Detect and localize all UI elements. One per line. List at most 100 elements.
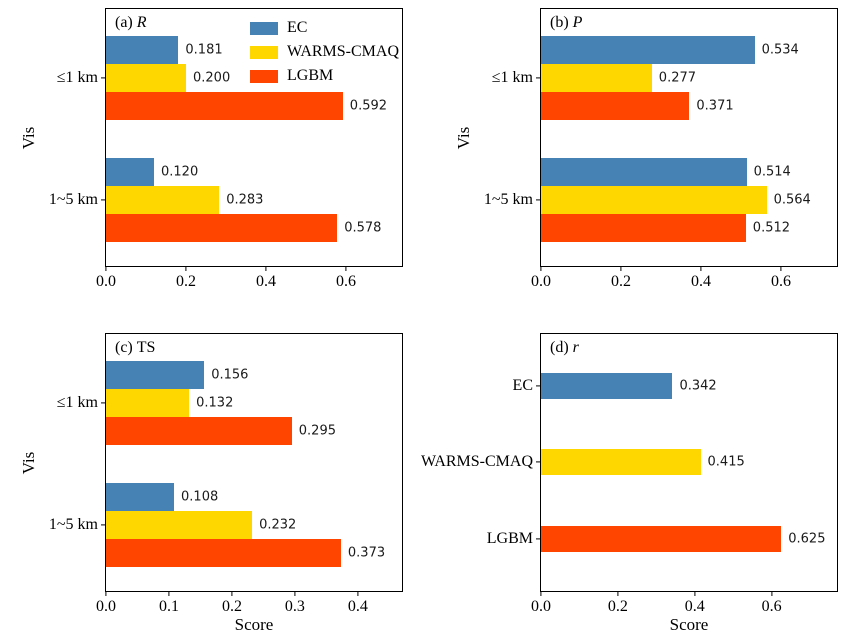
bar-value-label: 0.592	[349, 98, 388, 114]
panel-d-r-coefficient: (d) r 0.342 EC 0.415 WARMS-CMAQ 0.625 LGBM 0.0 0…	[421, 333, 838, 634]
y-axis-tick-label: EC	[512, 377, 533, 394]
x-axis-tick	[185, 266, 187, 271]
bar-value-label: 0.277	[658, 70, 697, 86]
x-axis-tick-label: 0.1	[158, 598, 179, 615]
legend-item-ec: EC	[250, 19, 399, 37]
bar-value-label: 0.373	[347, 545, 386, 561]
bar-lgbm	[541, 92, 690, 120]
x-axis-tick-label: 0.6	[335, 273, 356, 290]
bar-ec	[541, 36, 755, 64]
x-axis-tick	[105, 591, 107, 596]
y-axis-tick-label: ≤1 km	[56, 394, 98, 411]
panel-title-prefix: (c)	[115, 339, 137, 356]
bar-value-label: 0.625	[788, 531, 826, 547]
x-axis-tick-label: 0.2	[221, 598, 242, 615]
y-axis-tick	[536, 385, 541, 387]
bar-warms-cmaq	[541, 449, 701, 475]
plot-box: (d) r 0.342 EC 0.415 WARMS-CMAQ 0.625 LGBM 0.0 0…	[421, 333, 838, 634]
bar-value-label: 0.108	[181, 489, 219, 505]
panel-b-p: (b) P 0.534 0.277 0.371 ≤1 km 0.514 0.564 0.512…	[454, 8, 838, 290]
x-axis-tick-label: 0.4	[691, 273, 711, 290]
legend-label: WARMS-CMAQ	[287, 43, 400, 60]
y-axis-tick	[101, 77, 106, 79]
plot-box: (b) P 0.534 0.277 0.371 ≤1 km 0.514 0.564 0.512…	[454, 8, 838, 290]
x-axis-tick-label: 0.0	[531, 598, 551, 615]
bar-warms-cmaq	[541, 186, 767, 214]
bar-lgbm	[106, 92, 343, 120]
panel-a-r: (a) R 0.181 0.200 0.592 ≤1 km 0.120 0.283 0.578…	[19, 8, 403, 290]
y-axis-label: Vis	[19, 126, 38, 149]
panel-title-metric: r	[572, 339, 579, 356]
y-axis-tick-label: 1~5 km	[48, 516, 98, 533]
x-axis-tick	[345, 266, 347, 271]
y-axis-tick-label: ≤1 km	[56, 69, 98, 86]
legend-swatch-ec	[250, 21, 278, 35]
bar-value-label: 0.283	[226, 192, 264, 208]
x-axis-tick	[780, 266, 782, 271]
x-axis-tick	[231, 591, 233, 596]
panel-title-metric: R	[136, 14, 147, 31]
x-axis-tick-label: 0.0	[531, 273, 551, 290]
y-axis-tick	[536, 538, 541, 540]
x-axis-tick	[540, 266, 542, 271]
x-axis-tick-label: 0.0	[96, 598, 116, 615]
x-axis-label: Score	[669, 615, 709, 634]
x-axis-tick	[294, 591, 296, 596]
plot-box: (a) R 0.181 0.200 0.592 ≤1 km 0.120 0.283 0.578…	[19, 8, 403, 290]
x-axis-tick	[620, 266, 622, 271]
legend-label: LGBM	[287, 67, 334, 84]
bar-lgbm	[106, 417, 292, 445]
panel-title-metric: TS	[136, 339, 156, 356]
x-axis-tick-label: 0.6	[761, 598, 782, 615]
x-axis-tick	[771, 591, 773, 596]
bar-ec	[106, 36, 179, 64]
x-axis-tick	[617, 591, 619, 596]
y-axis-tick	[101, 199, 106, 201]
y-axis-tick	[536, 199, 541, 201]
bar-value-label: 0.342	[679, 378, 717, 394]
bar-warms-cmaq	[106, 64, 186, 92]
panel-c-ts: (c) TS 0.156 0.132 0.295 ≤1 km 0.108 0.232 0.37…	[19, 333, 403, 634]
bar-lgbm	[106, 214, 338, 242]
x-axis-tick-label: 0.2	[607, 598, 628, 615]
x-axis-tick-label: 0.6	[770, 273, 791, 290]
bar-value-label: 0.181	[185, 42, 223, 58]
panel-title-metric: P	[572, 14, 583, 31]
legend: EC WARMS-CMAQ LGBM	[250, 19, 399, 85]
y-axis-tick	[536, 77, 541, 79]
panel-title: (d) r	[550, 339, 579, 357]
legend-item-lgbm: LGBM	[250, 67, 399, 85]
x-axis-tick	[694, 591, 696, 596]
bar-value-label: 0.564	[773, 192, 811, 208]
bar-warms-cmaq	[541, 64, 652, 92]
bar-warms-cmaq	[106, 389, 190, 417]
legend-item-warms-cmaq: WARMS-CMAQ	[250, 43, 399, 61]
y-axis-label: Vis	[19, 451, 38, 474]
y-axis-tick-label: ≤1 km	[491, 69, 533, 86]
legend-label: EC	[287, 19, 308, 36]
x-axis-tick-label: 0.0	[96, 273, 116, 290]
panel-title: (b) P	[550, 14, 582, 32]
bar-value-label: 0.200	[193, 70, 231, 86]
y-axis-tick	[101, 402, 106, 404]
x-axis-tick-label: 0.4	[256, 273, 276, 290]
x-axis-tick	[168, 591, 170, 596]
bar-value-label: 0.156	[211, 367, 249, 383]
bar-value-label: 0.512	[752, 220, 791, 236]
y-axis-tick	[101, 524, 106, 526]
y-axis-label: Vis	[454, 126, 473, 149]
bar-lgbm	[541, 214, 746, 242]
x-axis-tick-label: 0.3	[284, 598, 305, 615]
legend-swatch-warms-cmaq	[250, 45, 278, 59]
bar-value-label: 0.371	[696, 98, 734, 114]
bar-value-label: 0.514	[753, 164, 791, 180]
panel-title: (a) R	[115, 14, 147, 32]
panel-title: (c) TS	[115, 339, 155, 357]
x-axis-tick	[105, 266, 107, 271]
bar-value-label: 0.534	[761, 42, 799, 58]
bar-ec	[106, 483, 175, 511]
panel-title-prefix: (d)	[550, 339, 573, 356]
x-axis-tick-label: 0.4	[347, 598, 368, 615]
legend-swatch-lgbm	[250, 69, 278, 83]
